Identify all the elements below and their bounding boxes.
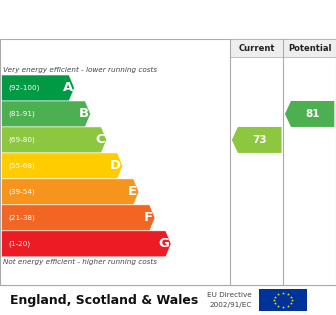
Text: D: D [110, 159, 121, 172]
Polygon shape [232, 127, 282, 153]
Text: G: G [159, 237, 169, 250]
Bar [283, 39, 336, 57]
Polygon shape [2, 127, 107, 153]
Text: E: E [128, 186, 137, 198]
Text: Not energy efficient - higher running costs: Not energy efficient - higher running co… [3, 259, 157, 265]
Text: EU Directive: EU Directive [207, 292, 252, 298]
Polygon shape [2, 75, 75, 101]
Text: 81: 81 [305, 109, 320, 119]
Polygon shape [2, 101, 90, 127]
Text: (39-54): (39-54) [8, 189, 35, 195]
Text: (1-20): (1-20) [8, 241, 31, 247]
Text: F: F [144, 211, 153, 224]
Polygon shape [2, 205, 155, 231]
Text: Potential: Potential [288, 44, 331, 53]
Text: C: C [95, 134, 105, 146]
Polygon shape [2, 179, 139, 205]
Text: Energy Efficiency Rating: Energy Efficiency Rating [10, 11, 239, 29]
Text: A: A [62, 82, 73, 94]
Text: Current: Current [239, 44, 275, 53]
Text: England, Scotland & Wales: England, Scotland & Wales [10, 294, 198, 306]
Bar [259, 289, 307, 312]
Text: (55-68): (55-68) [8, 163, 35, 169]
Bar [230, 39, 283, 57]
Polygon shape [285, 101, 334, 127]
Polygon shape [2, 231, 171, 257]
Text: 2002/91/EC: 2002/91/EC [210, 302, 252, 308]
Polygon shape [2, 153, 123, 179]
Text: (92-100): (92-100) [8, 85, 40, 91]
Text: (69-80): (69-80) [8, 137, 35, 143]
Text: (21-38): (21-38) [8, 215, 35, 221]
Text: (81-91): (81-91) [8, 111, 35, 117]
Text: 73: 73 [252, 135, 267, 145]
Text: Very energy efficient - lower running costs: Very energy efficient - lower running co… [3, 66, 158, 72]
Text: B: B [79, 107, 89, 120]
